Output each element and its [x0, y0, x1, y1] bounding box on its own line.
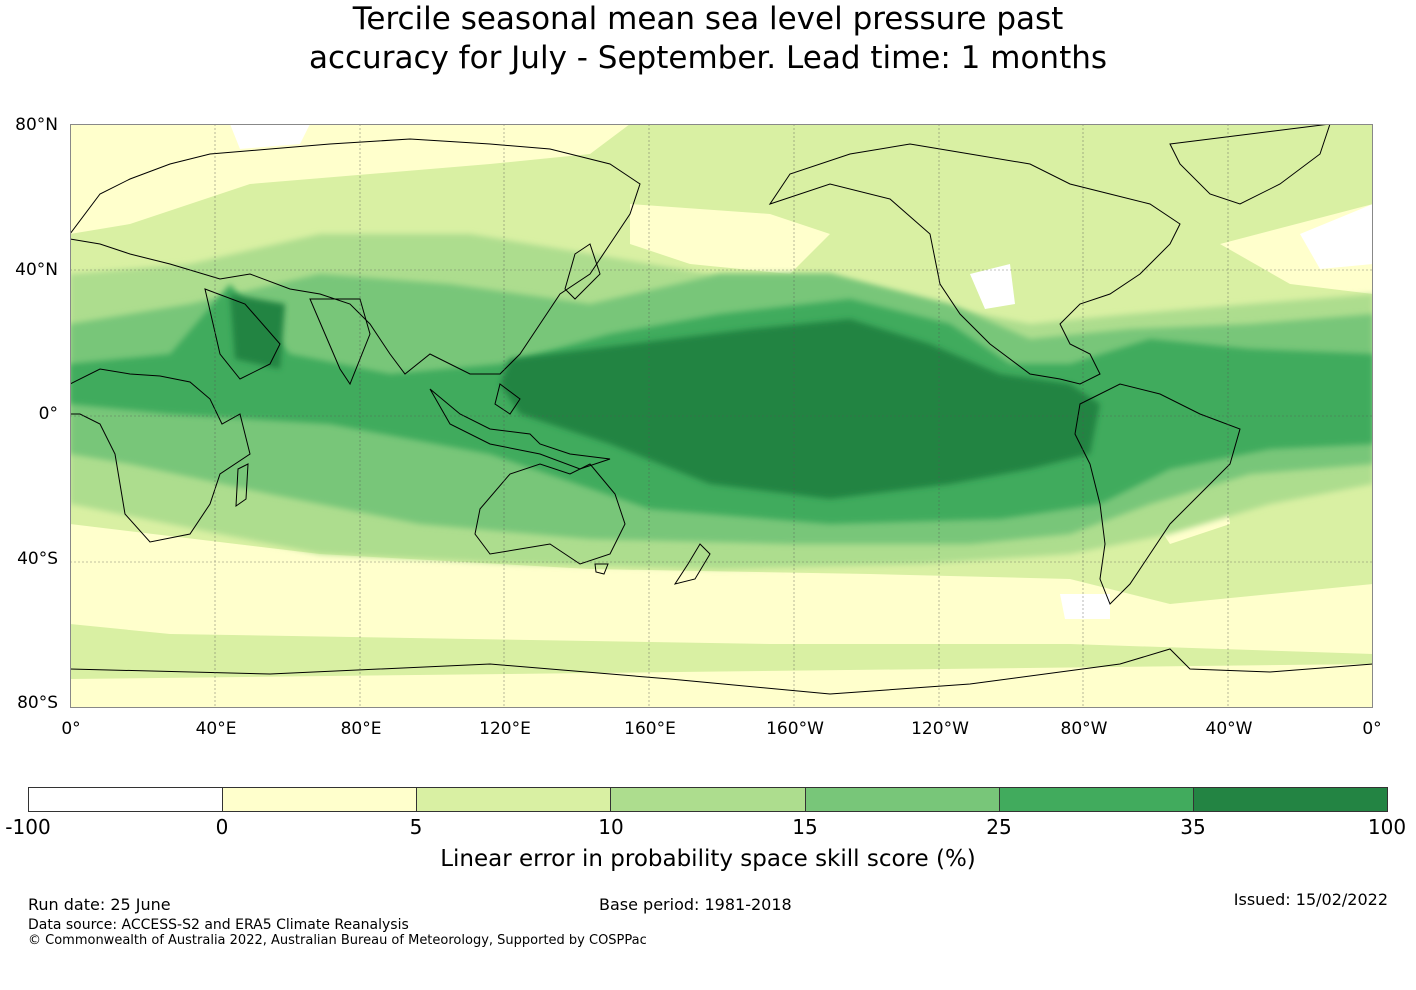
lon-label-40e: 40°E [195, 719, 237, 739]
title-line-1: Tercile seasonal mean sea level pressure… [352, 1, 1064, 37]
issued-date: Issued: 15/02/2022 [1233, 890, 1388, 909]
map-svg [70, 124, 1373, 708]
colorbar [28, 787, 1388, 812]
lat-label-80n: 80°N [15, 115, 58, 135]
lon-label-120e: 120°E [479, 719, 531, 739]
skill-score-map [70, 124, 1373, 708]
title-line-2: accuracy for July - September. Lead time… [308, 40, 1108, 76]
band-35-100 [500, 319, 1100, 499]
lon-label-0: 0° [61, 719, 81, 739]
colorbar-tick: 100 [1367, 815, 1407, 839]
colorbar-segment [29, 788, 224, 811]
lon-label-40w: 40°W [1205, 719, 1253, 739]
colorbar-segment [417, 788, 612, 811]
colorbar-segment [999, 788, 1194, 811]
coastlines [70, 124, 1373, 695]
colorbar-tick: 10 [598, 815, 624, 839]
colorbar-segment [223, 788, 418, 811]
lon-label-160w: 160°W [766, 719, 824, 739]
graticule [70, 124, 1373, 708]
lat-label-0: 0° [38, 404, 58, 424]
colorbar-segment [805, 788, 1000, 811]
colorbar-segment [611, 788, 806, 811]
lat-label-40s: 40°S [17, 549, 58, 569]
band-negative [230, 124, 1373, 619]
lon-label-120w: 120°W [911, 719, 969, 739]
run-date: Run date: 25 June [28, 895, 171, 914]
lat-label-40n: 40°N [15, 260, 58, 280]
colorbar-tick: 35 [1180, 815, 1206, 839]
chart-title: Tercile seasonal mean sea level pressure… [0, 0, 1416, 78]
lon-label-0-end: 0° [1362, 719, 1382, 739]
lon-label-160e: 160°E [624, 719, 676, 739]
colorbar-segment [1193, 788, 1387, 811]
lat-label-80s: 80°S [17, 693, 58, 713]
data-source: Data source: ACCESS-S2 and ERA5 Climate … [28, 917, 409, 933]
colorbar-tick: 25 [986, 815, 1012, 839]
copyright: © Commonwealth of Australia 2022, Austra… [28, 933, 647, 948]
colorbar-tick: 15 [792, 815, 818, 839]
lon-label-80w: 80°W [1060, 719, 1108, 739]
colorbar-tick: 0 [215, 815, 229, 839]
base-period: Base period: 1981-2018 [599, 895, 792, 914]
colorbar-label: Linear error in probability space skill … [440, 846, 976, 872]
lon-label-80e: 80°E [340, 719, 382, 739]
colorbar-tick: -100 [5, 815, 51, 839]
colorbar-tick: 5 [409, 815, 423, 839]
